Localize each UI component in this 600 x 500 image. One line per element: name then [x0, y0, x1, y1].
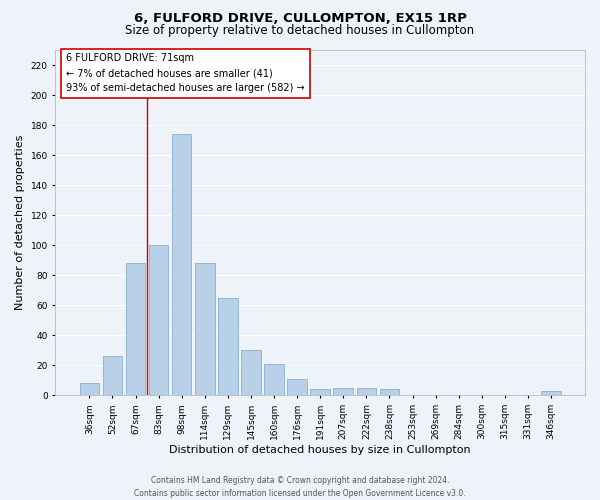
- Bar: [195, 264, 215, 396]
- Bar: [103, 356, 122, 396]
- Bar: [218, 298, 238, 396]
- Text: 6, FULFORD DRIVE, CULLOMPTON, EX15 1RP: 6, FULFORD DRIVE, CULLOMPTON, EX15 1RP: [134, 12, 466, 26]
- Bar: [356, 388, 376, 396]
- Bar: [80, 384, 99, 396]
- X-axis label: Distribution of detached houses by size in Cullompton: Distribution of detached houses by size …: [169, 445, 471, 455]
- Bar: [172, 134, 191, 396]
- Bar: [541, 391, 561, 396]
- Bar: [149, 245, 169, 396]
- Text: Size of property relative to detached houses in Cullompton: Size of property relative to detached ho…: [125, 24, 475, 37]
- Y-axis label: Number of detached properties: Number of detached properties: [15, 135, 25, 310]
- Bar: [264, 364, 284, 396]
- Bar: [241, 350, 261, 396]
- Bar: [125, 264, 145, 396]
- Bar: [287, 379, 307, 396]
- Text: Contains HM Land Registry data © Crown copyright and database right 2024.
Contai: Contains HM Land Registry data © Crown c…: [134, 476, 466, 498]
- Bar: [310, 390, 330, 396]
- Bar: [380, 390, 400, 396]
- Bar: [334, 388, 353, 396]
- Text: 6 FULFORD DRIVE: 71sqm
← 7% of detached houses are smaller (41)
93% of semi-deta: 6 FULFORD DRIVE: 71sqm ← 7% of detached …: [66, 54, 305, 93]
